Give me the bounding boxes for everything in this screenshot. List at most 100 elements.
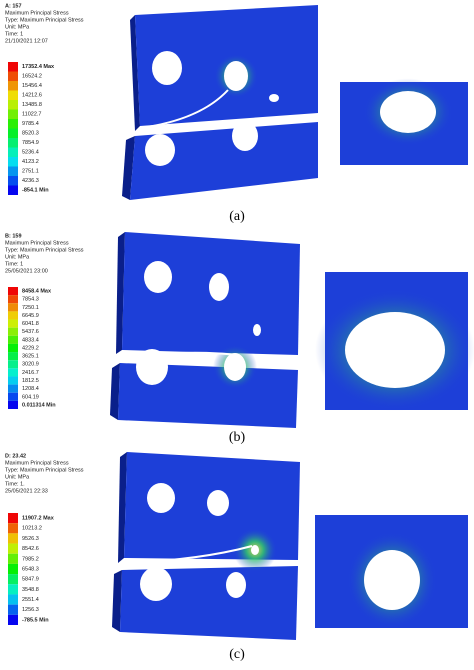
hole [251, 545, 259, 555]
header-line: Maximum Principal Stress [5, 460, 69, 466]
header-line: Unit: MPa [5, 254, 30, 260]
legend-swatch [8, 287, 18, 296]
legend-label: 0.011314 Min [22, 402, 56, 408]
header-line: 25/05/2021 23:00 [5, 268, 48, 274]
hole [136, 349, 168, 385]
legend-label: 4236.3 [22, 178, 39, 184]
legend-swatch [8, 147, 18, 157]
plate-side [130, 15, 140, 131]
legend-swatch [8, 295, 18, 304]
legend-swatch [8, 392, 18, 401]
legend-label: 14212.6 [22, 93, 42, 99]
legend-label: 4833.4 [22, 337, 39, 343]
hole [145, 134, 175, 166]
legend-label: 11907.2 Max [22, 516, 55, 522]
legend-swatch [8, 303, 18, 312]
hole [224, 61, 248, 91]
legend-swatch [8, 614, 18, 625]
legend-label: 1256.3 [22, 607, 39, 613]
legend-label: 6645.9 [22, 313, 39, 319]
legend-label: 5847.9 [22, 577, 39, 583]
hole [232, 121, 258, 151]
legend-swatch [8, 119, 18, 129]
caption: (b) [229, 430, 246, 445]
legend-label: -785.5 Min [22, 617, 49, 623]
legend-label: 10213.2 [22, 526, 42, 532]
header-line: 25/05/2021 22:33 [5, 488, 48, 494]
crack [125, 545, 253, 564]
legend-swatch [8, 563, 18, 575]
legend-label: -854.1 Min [22, 188, 49, 194]
legend-label: 604.19 [22, 394, 39, 400]
legend-label: 9785.4 [22, 121, 39, 127]
header-line: B: 159 [5, 233, 22, 239]
legend-swatch [8, 594, 18, 605]
legend-swatch [8, 138, 18, 148]
crack [124, 351, 236, 357]
legend-label: 13485.8 [22, 102, 42, 108]
caption: (a) [229, 209, 245, 224]
legend-swatch [8, 513, 18, 524]
legend-label: 4123.2 [22, 159, 39, 165]
legend-label: 4229.2 [22, 345, 39, 351]
legend-swatch [8, 335, 18, 344]
legend-swatch [8, 62, 18, 72]
legend-swatch [8, 185, 18, 195]
hole [140, 567, 172, 601]
header-line: Maximum Principal Stress [5, 10, 69, 16]
legend-swatch [8, 523, 18, 534]
legend-swatch [8, 543, 18, 554]
header-line: Unit: MPa [5, 474, 30, 480]
legend-label: 2416.7 [22, 370, 39, 376]
legend-label: 2551.4 [22, 597, 39, 603]
plate-side [116, 232, 125, 354]
legend-swatch [8, 311, 18, 320]
legend-label: 6548.3 [22, 566, 39, 572]
legend-swatch [8, 128, 18, 138]
header-line: Type: Maximum Principal Stress [5, 17, 84, 23]
plate-side [118, 452, 127, 563]
plate-lower [130, 122, 318, 200]
plate-side [110, 363, 120, 420]
legend-swatch [8, 604, 18, 615]
legend-label: 6041.8 [22, 321, 39, 327]
crack [139, 89, 229, 129]
inset-hole [380, 91, 436, 133]
legend-label: 7854.3 [22, 297, 39, 303]
hole [269, 94, 279, 102]
legend-label: 7854.9 [22, 140, 39, 146]
header-line: Time: 1. [5, 481, 25, 487]
legend-swatch [8, 376, 18, 385]
legend-swatch [8, 400, 18, 409]
legend-label: 8458.4 Max [22, 289, 52, 295]
legend-swatch [8, 109, 18, 119]
hole [147, 483, 175, 513]
legend-swatch [8, 553, 18, 564]
legend-swatch [8, 584, 18, 595]
header-line: D: 23.42 [5, 453, 26, 459]
inset-hole [364, 550, 420, 610]
legend-swatch [8, 384, 18, 393]
hole [253, 324, 261, 336]
legend-label: 16524.2 [22, 74, 42, 80]
legend-label: 3625.1 [22, 354, 39, 360]
header-line: Unit: MPa [5, 24, 30, 30]
hole [152, 51, 182, 85]
header-line: Maximum Principal Stress [5, 240, 69, 246]
legend-label: 2751.1 [22, 169, 39, 175]
legend-label: 8542.6 [22, 546, 39, 552]
header-line: Type: Maximum Principal Stress [5, 467, 84, 473]
legend-label: 15456.4 [22, 83, 42, 89]
legend-swatch [8, 81, 18, 91]
legend-swatch [8, 352, 18, 361]
legend-swatch [8, 166, 18, 176]
legend-swatch [8, 343, 18, 353]
legend-label: 7985.2 [22, 556, 39, 562]
hole [209, 273, 229, 301]
hole [207, 490, 229, 516]
legend-swatch [8, 90, 18, 100]
legend-label: 9526.3 [22, 536, 39, 542]
